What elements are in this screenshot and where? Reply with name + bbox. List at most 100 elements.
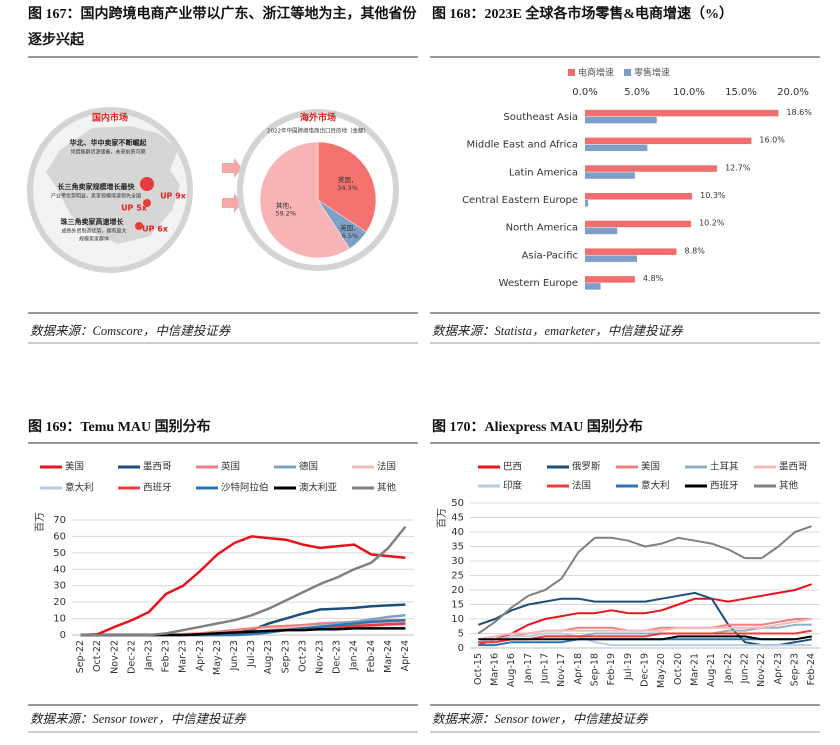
data-label: 10.3% xyxy=(700,191,726,200)
data-label: 12.7% xyxy=(725,163,751,172)
series-line xyxy=(478,618,812,641)
china-map xyxy=(46,126,180,244)
x-tick-label: Jan-23 xyxy=(143,640,154,671)
figure-title: 图 170：Aliexpress MAU 国别分布 xyxy=(432,420,643,435)
pie-label: 其他， xyxy=(276,201,296,210)
x-tick-label: May-20 xyxy=(656,653,667,688)
y-tick-label: North America xyxy=(506,223,578,234)
data-label: 16.0% xyxy=(759,136,785,145)
y-tick-label: 35 xyxy=(451,542,464,553)
x-tick-label: Jan-24 xyxy=(349,640,360,671)
bar xyxy=(585,137,752,145)
bar xyxy=(585,283,601,290)
legend-label: 英国 xyxy=(221,461,240,473)
bar xyxy=(585,248,677,255)
pie-slice xyxy=(259,141,351,259)
legend-label: 法国 xyxy=(572,480,591,492)
y-tick-label: 10 xyxy=(53,614,66,625)
bar xyxy=(585,165,718,172)
x-tick-label: Aug-23 xyxy=(263,640,274,674)
y-tick-label: 30 xyxy=(53,581,66,592)
x-tick-label: Feb-24 xyxy=(366,640,377,672)
x-tick-label: Dec-23 xyxy=(332,640,343,674)
x-tick-label: Mar-23 xyxy=(178,640,189,673)
x-tick-label: 20.0% xyxy=(777,87,809,98)
legend-label: 土耳其 xyxy=(710,461,739,473)
legend-label: 意大利 xyxy=(641,480,670,492)
x-tick-label: Nov-22 xyxy=(109,640,120,674)
x-tick-label: Mar-24 xyxy=(383,640,394,673)
y-tick-label: 50 xyxy=(451,498,464,509)
legend-label: 意大利 xyxy=(65,482,94,494)
y-tick-label: 0 xyxy=(60,630,66,641)
y-tick-label: Asia-Pacific xyxy=(522,250,578,261)
x-tick-label: Jul-23 xyxy=(246,640,257,668)
x-tick-label: Apr-23 xyxy=(773,653,784,684)
x-tick-label: Apr-18 xyxy=(573,653,584,684)
pie-title: 2022年中国跨境电商出口目的地（金额） xyxy=(267,127,369,135)
legend-label: 其他 xyxy=(779,480,799,492)
x-tick-label: Aug-16 xyxy=(506,653,517,687)
legend-label: 沙特阿拉伯 xyxy=(221,482,269,494)
y-axis-label: 百万 xyxy=(34,512,46,532)
y-tick-label: 60 xyxy=(53,531,66,542)
data-label: 10.2% xyxy=(699,219,725,228)
x-tick-label: Sep-23 xyxy=(790,653,801,686)
region-label: 华北、华中卖家不断崛起 xyxy=(70,138,148,147)
legend-label: 澳大利亚 xyxy=(299,482,338,494)
y-tick-label: 15 xyxy=(451,600,464,611)
x-tick-label: Dec-22 xyxy=(126,640,137,674)
x-tick-label: Apr-24 xyxy=(400,640,411,671)
legend-label: 法国 xyxy=(377,461,396,473)
bar xyxy=(585,193,693,200)
region-note: 规模卖家群体 xyxy=(79,236,109,243)
y-tick-label: Central Eastern Europe xyxy=(462,195,578,206)
x-tick-label: Feb-24 xyxy=(806,653,817,685)
series-line xyxy=(477,583,813,647)
series-line xyxy=(477,525,813,635)
bar xyxy=(585,144,648,152)
y-tick-label: 25 xyxy=(451,571,464,582)
overseas-title: 海外市场 xyxy=(300,112,336,124)
series-line xyxy=(80,525,407,637)
bar xyxy=(585,172,635,179)
x-tick-label: Oct-22 xyxy=(92,640,103,672)
x-tick-label: Jul-19 xyxy=(623,653,634,681)
x-tick-label: Oct-23 xyxy=(297,640,308,672)
pie-value-label: 34.3% xyxy=(337,184,358,192)
bar xyxy=(585,276,635,283)
x-tick-label: Nov-17 xyxy=(556,653,567,687)
legend-label: 美国 xyxy=(641,461,660,473)
pie-value-label: 6.5% xyxy=(342,232,359,240)
figure-title: 图 169：Temu MAU 国别分布 xyxy=(28,420,211,435)
y-tick-label: 10 xyxy=(451,614,464,625)
y-tick-label: 70 xyxy=(53,515,66,526)
pie-label: 美国， xyxy=(338,175,358,184)
bar xyxy=(585,116,657,124)
legend-swatch xyxy=(624,69,631,76)
y-tick-label: 5 xyxy=(458,629,464,640)
legend-label: 墨西哥 xyxy=(143,462,172,473)
bar xyxy=(585,227,618,235)
y-tick-label: 50 xyxy=(53,548,66,559)
legend-label: 俄罗斯 xyxy=(572,461,601,473)
x-tick-label: Oct-15 xyxy=(473,653,484,685)
source-note: 数据来源：Statista，emarketer，中信建投证券 xyxy=(432,324,683,338)
domestic-title: 国内市场 xyxy=(92,112,128,124)
region-note: 成熟外贸制造优势，拥有最大 xyxy=(61,228,126,235)
y-tick-label: 20 xyxy=(53,597,66,608)
legend-label: 电商增速 xyxy=(578,67,614,79)
x-tick-label: 5.0% xyxy=(624,87,649,98)
hotspot xyxy=(140,177,154,191)
y-tick-label: Southeast Asia xyxy=(503,112,578,123)
legend-label: 墨西哥 xyxy=(779,462,808,473)
y-tick-label: 20 xyxy=(451,585,464,596)
x-tick-label: 10.0% xyxy=(673,87,705,98)
legend-label: 西班牙 xyxy=(710,480,739,492)
series-line xyxy=(80,535,406,637)
region-label: 长三角卖家规模增长最快 xyxy=(58,182,136,191)
growth-label: UP 9x xyxy=(160,192,187,201)
legend-label: 西班牙 xyxy=(143,482,172,494)
y-axis-label: 百万 xyxy=(436,508,448,528)
